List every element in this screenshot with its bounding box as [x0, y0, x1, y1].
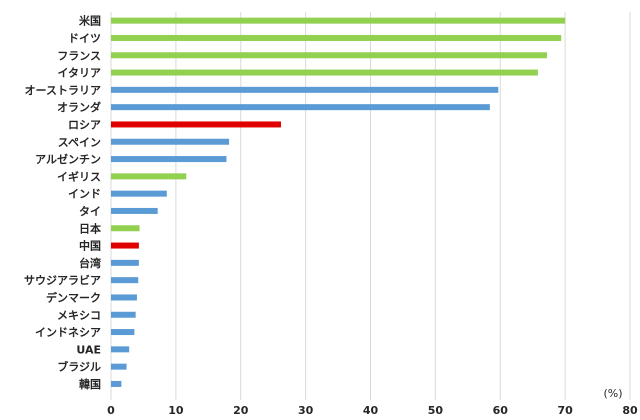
- bar: [111, 242, 139, 249]
- category-label: オランダ: [57, 100, 101, 114]
- category-label: オーストラリア: [25, 84, 101, 97]
- bars: [111, 17, 566, 387]
- category-label: 台湾: [79, 256, 101, 270]
- category-label: タイ: [79, 205, 101, 218]
- x-tick-label: 0: [107, 404, 115, 417]
- bar: [111, 346, 130, 353]
- category-label: スペイン: [58, 136, 101, 149]
- x-tick-label: 50: [428, 404, 444, 417]
- x-tick-label: 70: [557, 404, 573, 417]
- x-tick-label: 80: [622, 404, 638, 417]
- bar: [111, 104, 490, 111]
- category-label: サウジアラビア: [24, 273, 101, 287]
- bar: [111, 173, 187, 180]
- category-label: インドネシア: [35, 326, 101, 339]
- category-label: 韓国: [79, 377, 101, 391]
- category-label: フランス: [57, 49, 101, 62]
- bar: [111, 259, 139, 266]
- bar: [111, 277, 139, 284]
- bar: [111, 17, 566, 24]
- bar: [111, 294, 137, 301]
- category-label: ドイツ: [68, 32, 101, 45]
- bar: [111, 156, 227, 163]
- category-label: 中国: [79, 239, 101, 253]
- bar: [111, 138, 230, 145]
- category-label: ロシア: [68, 118, 101, 131]
- bar: [111, 34, 562, 41]
- category-label: デンマーク: [46, 290, 101, 304]
- category-label: イギリス: [57, 169, 101, 183]
- bar: [111, 86, 499, 93]
- category-label: アルゼンチン: [35, 152, 101, 166]
- category-label: 米国: [78, 14, 101, 28]
- category-label: UAE: [76, 343, 101, 356]
- x-axis-unit-label: (%): [603, 387, 622, 400]
- bar: [111, 69, 538, 76]
- bar: [111, 380, 122, 387]
- bar: [111, 190, 167, 197]
- category-label: イタリア: [57, 67, 101, 80]
- grid-lines: [110, 12, 631, 400]
- bar: [111, 363, 127, 370]
- x-tick-labels: 0 10 20 30 40 50 60 70 80: [107, 404, 638, 417]
- bar: [111, 207, 158, 214]
- bar: [111, 311, 136, 318]
- bar: [111, 52, 547, 59]
- category-label: メキシコ: [57, 309, 101, 322]
- category-label: 日本: [79, 221, 101, 235]
- x-tick-label: 20: [233, 404, 249, 417]
- category-labels: 米国ドイツフランスイタリアオーストラリアオランダロシアスペインアルゼンチンイギリ…: [24, 14, 101, 391]
- x-tick-label: 40: [363, 404, 379, 417]
- x-tick-label: 60: [493, 404, 509, 417]
- bar: [111, 121, 281, 128]
- bar: [111, 329, 135, 336]
- x-tick-label: 30: [298, 404, 314, 417]
- category-label: ブラジル: [57, 360, 101, 374]
- x-tick-label: 10: [168, 404, 184, 417]
- category-label: インド: [68, 188, 101, 201]
- bar: [111, 225, 140, 232]
